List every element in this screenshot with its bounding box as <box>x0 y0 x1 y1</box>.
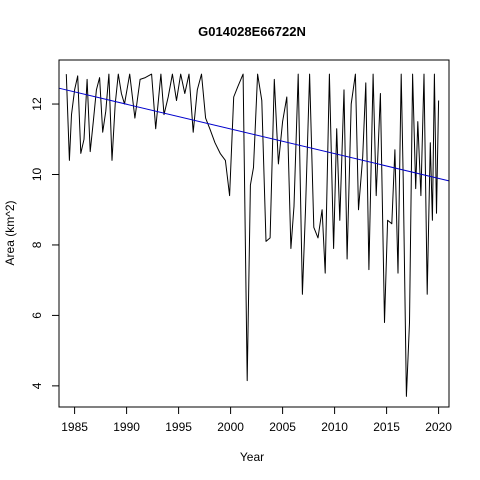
trend-line <box>58 87 450 182</box>
plot-area <box>58 73 450 397</box>
y-tick-label: 10 <box>30 167 44 181</box>
x-tick-label: 2015 <box>373 420 400 434</box>
y-axis-label: Area (km^2) <box>3 201 17 266</box>
x-axis-label: Year <box>240 450 264 464</box>
x-tick-label: 1985 <box>61 420 88 434</box>
y-tick-label: 8 <box>30 241 44 248</box>
y-tick-label: 12 <box>30 97 44 111</box>
y-tick-label: 4 <box>30 382 44 389</box>
y-tick-label: 6 <box>30 312 44 319</box>
x-tick-label: 2000 <box>217 420 244 434</box>
x-axis: 1985 1990 1995 2000 2005 2010 2015 2020 <box>61 407 452 434</box>
x-tick-label: 2010 <box>321 420 348 434</box>
series-line <box>65 73 440 397</box>
x-tick-label: 1990 <box>113 420 140 434</box>
x-tick-label: 1995 <box>165 420 192 434</box>
x-tick-label: 2020 <box>425 420 452 434</box>
y-axis: 4 6 8 10 12 <box>30 97 59 389</box>
x-tick-label: 2005 <box>269 420 296 434</box>
plot-frame <box>58 59 450 408</box>
chart-title: G014028E66722N <box>198 24 306 39</box>
